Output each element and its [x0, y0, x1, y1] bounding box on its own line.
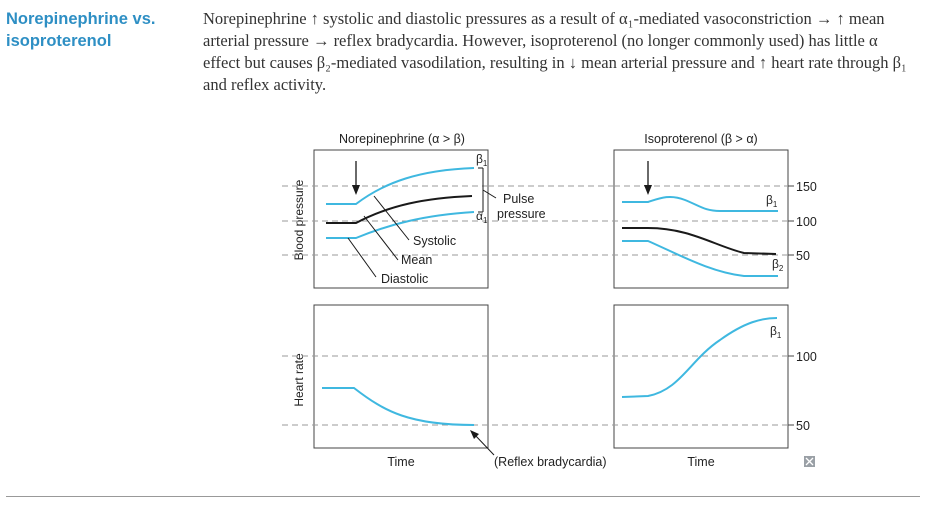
- hr-gridlines: [282, 355, 788, 426]
- ne-mean-curve: [326, 195, 473, 224]
- section-paragraph: Norepinephrine ↑ systolic and diastolic …: [203, 8, 915, 96]
- paragraph-text: Norepinephrine ↑ systolic and diastolic …: [203, 9, 907, 94]
- reflex-arrow: [470, 430, 495, 456]
- ne-heart-rate-curve: [322, 387, 475, 426]
- ne-injection-arrow: [352, 161, 360, 195]
- label-ne-beta1: β1: [476, 152, 488, 168]
- ne-diastolic-curve: [326, 211, 475, 239]
- x-label-right: Time: [687, 455, 714, 469]
- label-iso-beta1-bp: β1: [766, 193, 778, 209]
- section-heading: Norepinephrine vs. isoproterenol: [6, 10, 156, 50]
- label-iso-beta1-hr: β1: [770, 324, 782, 340]
- iso-diastolic-curve: [622, 240, 778, 277]
- label-reflex-bradycardia: (Reflex bradycardia): [494, 455, 607, 469]
- hr-tick-100: 100: [796, 350, 817, 364]
- x-label-left: Time: [387, 455, 414, 469]
- section-divider: [6, 496, 920, 497]
- iso-mean-curve: [622, 227, 777, 255]
- y-label-heart-rate: Heart rate: [292, 353, 306, 407]
- left-panel-title: Norepinephrine (α > β): [339, 132, 465, 146]
- label-mean: Mean: [401, 253, 432, 267]
- panel-ne-bp: [313, 149, 489, 289]
- panel-iso-hr: [613, 304, 789, 449]
- figure-corner-icon: [804, 456, 815, 467]
- curve-leader-lines: [347, 195, 410, 278]
- bp-tick-50: 50: [796, 249, 810, 263]
- right-panel-title: Isoproterenol (β > α): [644, 132, 757, 146]
- label-pulse-pressure: Pulse pressure: [497, 192, 546, 221]
- iso-injection-arrow: [644, 161, 652, 195]
- label-systolic: Systolic: [413, 234, 456, 248]
- hr-tick-50: 50: [796, 419, 810, 433]
- ne-systolic-curve: [326, 167, 475, 205]
- panel-iso-bp: [613, 149, 789, 289]
- pulse-pressure-bracket: [478, 167, 497, 213]
- label-iso-beta2: β2: [772, 257, 784, 273]
- bp-tick-150: 150: [796, 180, 817, 194]
- iso-systolic-curve: [622, 195, 778, 212]
- panel-ne-hr: [313, 304, 489, 449]
- bp-gridlines: [282, 185, 788, 256]
- label-ne-alpha1: α1: [476, 209, 488, 225]
- bp-tick-100: 100: [796, 215, 817, 229]
- y-label-blood-pressure: Blood pressure: [292, 179, 306, 260]
- label-diastolic: Diastolic: [381, 272, 428, 286]
- iso-heart-rate-curve: [621, 317, 778, 398]
- tick-marks: [788, 185, 794, 426]
